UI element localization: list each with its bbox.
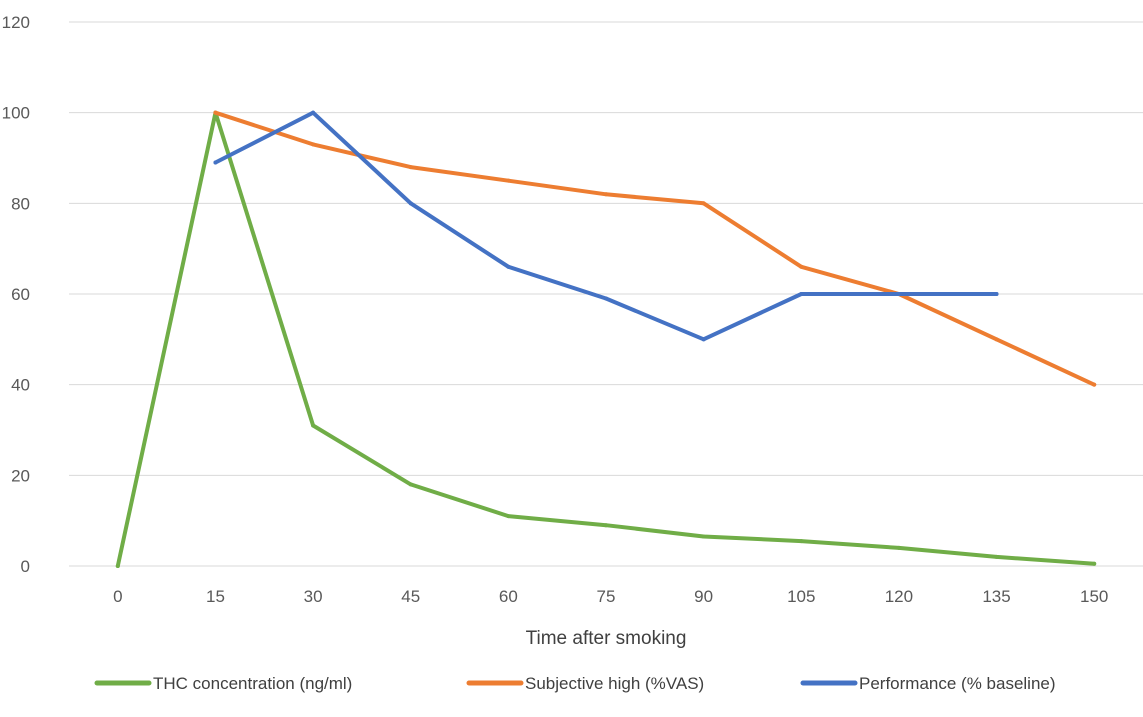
data-point	[213, 160, 218, 165]
legend-item: Subjective high (%VAS)	[466, 674, 704, 693]
x-tick-label: 105	[787, 587, 815, 606]
data-point	[701, 534, 706, 539]
gridlines	[69, 21, 1143, 567]
x-tick-label: 0	[113, 587, 122, 606]
data-point	[1092, 382, 1097, 387]
x-tick-label: 90	[694, 587, 713, 606]
data-point	[994, 292, 999, 296]
y-tick-label: 60	[11, 285, 30, 304]
x-tick-label: 30	[304, 587, 323, 606]
series-3	[213, 110, 999, 342]
x-tick-label: 150	[1080, 587, 1108, 606]
series-2	[213, 110, 1097, 387]
y-tick-label: 100	[2, 104, 30, 123]
data-point	[311, 423, 316, 428]
data-point	[799, 264, 804, 269]
data-point	[994, 554, 999, 559]
data-point	[408, 201, 413, 206]
series-line	[213, 110, 1097, 387]
data-point	[408, 482, 413, 487]
data-point	[506, 514, 511, 519]
x-tick-label: 135	[982, 587, 1010, 606]
data-point	[408, 165, 413, 170]
x-tick-label: 120	[885, 587, 913, 606]
data-point	[311, 142, 316, 147]
x-tick-label: 60	[499, 587, 518, 606]
legend-label: Performance (% baseline)	[859, 674, 1056, 693]
y-tick-label: 120	[2, 13, 30, 32]
legend-item: THC concentration (ng/ml)	[94, 674, 352, 693]
data-point	[115, 564, 120, 568]
legend: THC concentration (ng/ml) Subjective high…	[94, 674, 1056, 693]
data-point	[1092, 561, 1097, 566]
data-point	[506, 178, 511, 183]
data-point	[311, 110, 316, 115]
x-axis-title: Time after smoking	[526, 628, 687, 649]
x-tick-label: 15	[206, 587, 225, 606]
legend-item: Performance (% baseline)	[800, 674, 1056, 693]
data-point	[994, 337, 999, 342]
data-point	[799, 539, 804, 544]
data-point	[896, 292, 901, 296]
data-point	[896, 545, 901, 550]
series-1	[115, 110, 1097, 568]
data-point	[799, 292, 804, 296]
series-line	[213, 110, 999, 342]
legend-label: Subjective high (%VAS)	[525, 674, 704, 693]
y-axis-ticks: 0 20 40 60 80 100 120	[2, 13, 30, 576]
data-point	[506, 264, 511, 269]
y-tick-label: 80	[11, 194, 30, 213]
legend-label: THC concentration (ng/ml)	[153, 674, 352, 693]
series-line	[115, 110, 1097, 568]
data-point	[701, 201, 706, 206]
data-point	[701, 337, 706, 342]
y-tick-label: 40	[11, 376, 30, 395]
series-lines	[115, 110, 1097, 568]
x-axis-ticks: 0 15 30 45 60 75 90 105 120 135 150	[113, 587, 1108, 606]
data-point	[604, 296, 608, 301]
x-tick-label: 75	[597, 587, 616, 606]
data-point	[604, 192, 608, 197]
x-tick-label: 45	[401, 587, 420, 606]
data-point	[604, 523, 608, 528]
y-tick-label: 20	[11, 466, 30, 485]
data-point	[213, 110, 218, 115]
y-tick-label: 0	[21, 557, 30, 576]
